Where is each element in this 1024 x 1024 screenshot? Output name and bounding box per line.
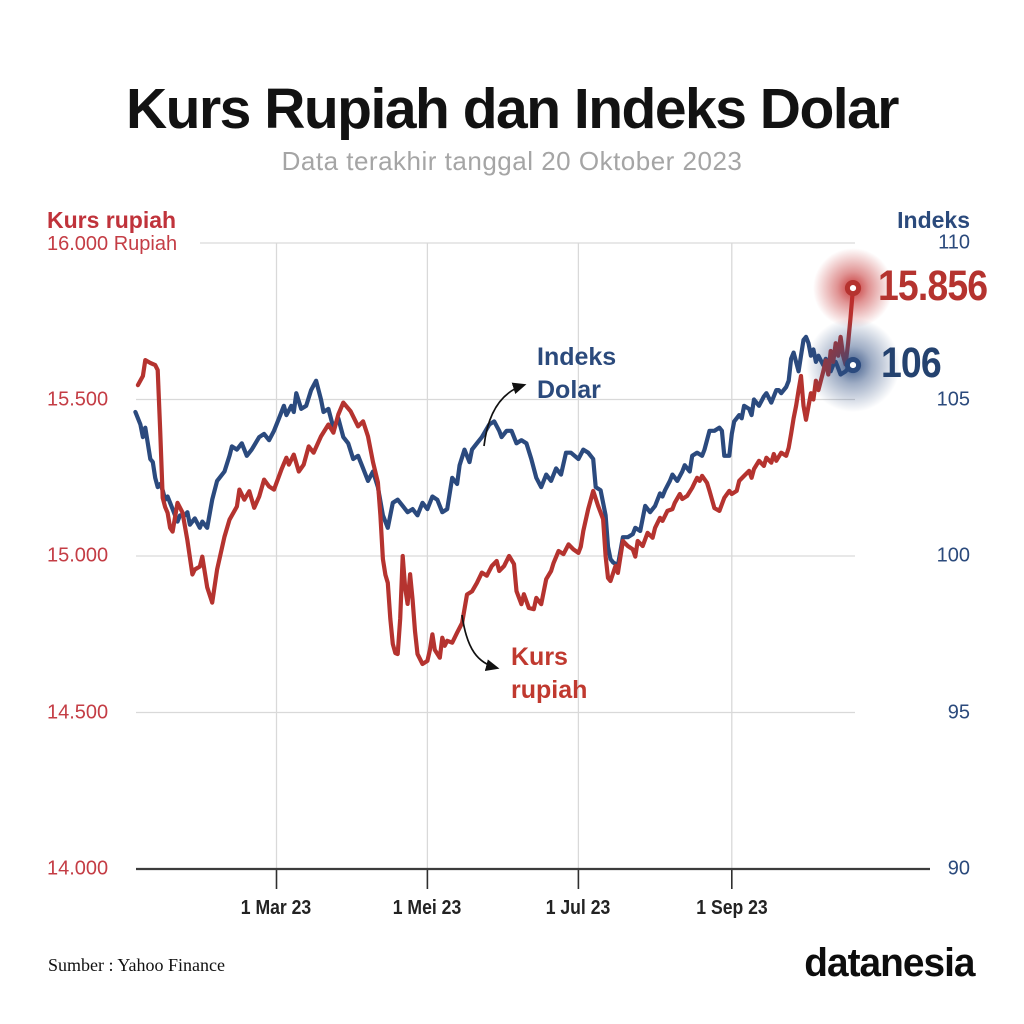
blue-end-dot [844, 356, 862, 374]
annotation-arrows [461, 382, 527, 671]
right-axis-tick: 100 [936, 544, 970, 567]
end-value-indeks: 106 [881, 339, 942, 388]
red-end-dot [844, 279, 862, 297]
left-axis-tick: 15.000 [47, 544, 109, 567]
line-kurs-rupiah [135, 286, 856, 667]
right-axis-tick: 95 [947, 701, 970, 723]
vertical-gridlines [275, 243, 733, 889]
left-axis-tick: 15.500 [47, 388, 109, 410]
right-axis-tick: 110 [938, 231, 970, 254]
datanesia-logo: datanesia [804, 941, 976, 985]
right-axis-tick: 105 [936, 388, 970, 410]
right-axis-header: Indeks [897, 207, 970, 233]
left-axis-unit-label: 16.000 Rupiah [47, 233, 178, 255]
left-axis-tick: 14.000 [47, 857, 109, 880]
end-value-rupiah: 15.856 [878, 262, 988, 311]
line-indeks-dolar [133, 334, 856, 568]
x-axis-date: 1 Jul 23 [546, 897, 611, 919]
annotation-indeks-dolar: Indeks Dolar [537, 343, 617, 404]
data-series-lines [133, 286, 856, 667]
annotation-kurs-rupiah: Kurs rupiah [511, 643, 588, 704]
x-axis-date: 1 Mei 23 [393, 897, 462, 919]
source-credit: Sumber : Yahoo Finance [48, 955, 225, 975]
arrow-to-kurs-label [461, 614, 500, 671]
page-subtitle: Data terakhir tanggal 20 Oktober 2023 [281, 146, 743, 176]
arrow-to-indeks-label [483, 382, 527, 447]
right-axis-tick: 90 [947, 857, 970, 880]
x-axis-date: 1 Sep 23 [696, 897, 768, 919]
page-title: Kurs Rupiah dan Indeks Dolar [126, 77, 899, 141]
left-axis-tick: 14.500 [47, 701, 109, 723]
end-point-markers [806, 248, 900, 413]
horizontal-gridlines [136, 242, 855, 714]
left-axis-header: Kurs rupiah [47, 207, 177, 233]
x-axis-date: 1 Mar 23 [241, 897, 312, 919]
